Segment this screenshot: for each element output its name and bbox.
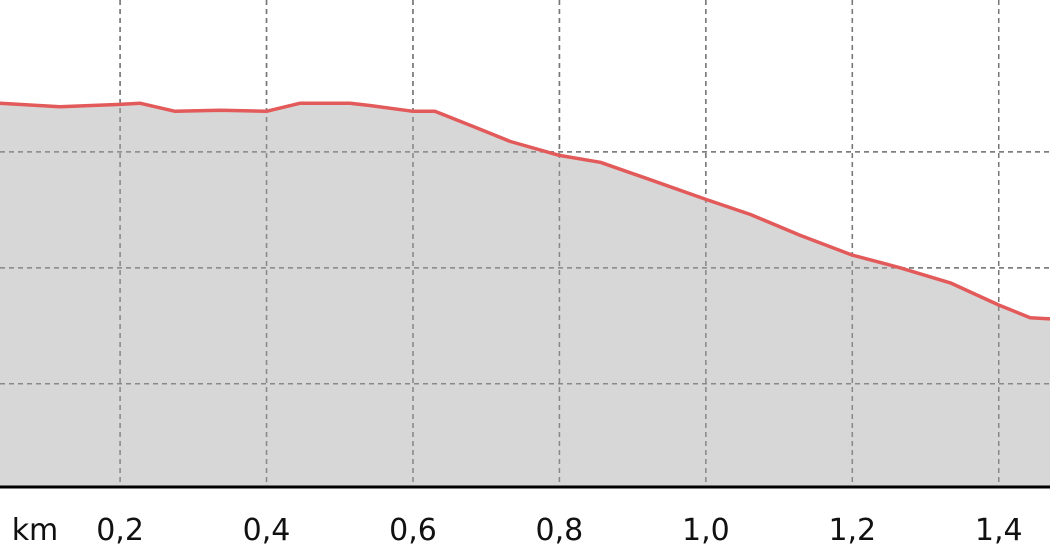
x-tick-label: 1,0 (682, 513, 730, 548)
x-tick-label: 1,4 (975, 513, 1023, 548)
x-tick-label: 0,6 (389, 513, 437, 548)
x-tick-label: 0,8 (536, 513, 584, 548)
x-tick-label: 0,4 (243, 513, 291, 548)
x-tick-label: 0,2 (96, 513, 144, 548)
area (0, 103, 1050, 487)
line (0, 101, 1050, 321)
x-axis-label: km (12, 513, 59, 548)
x-tick-label: 1,2 (828, 513, 876, 548)
